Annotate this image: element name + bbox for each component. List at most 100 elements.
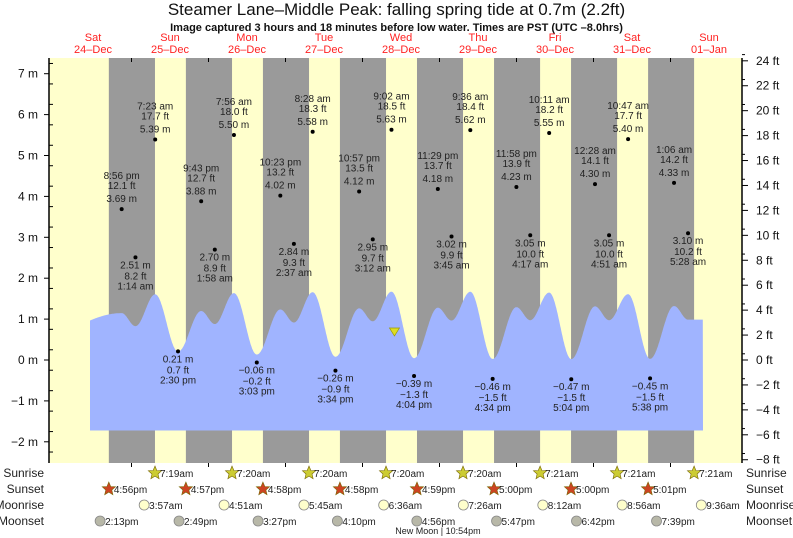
day-label-date: 28–Dec <box>382 44 420 56</box>
y-tick-label-ft: 24 ft <box>756 54 780 68</box>
sunset-icon <box>332 481 348 496</box>
extreme-time: 8:56 pm <box>104 171 140 182</box>
extreme-time: 8:28 am <box>295 94 331 105</box>
extreme-m: 3.05 m <box>515 238 546 249</box>
extreme-time: 7:23 am <box>137 102 173 113</box>
extreme-m: 5.62 m <box>455 115 486 126</box>
extreme-m: 2.70 m <box>200 253 231 264</box>
moonset-time: 4:10pm <box>342 517 375 528</box>
extreme-ft: 13.7 ft <box>424 161 452 172</box>
extreme-time: 3:03 pm <box>239 386 275 397</box>
moonrise-time: 9:36am <box>706 501 739 512</box>
extreme-ft: −1.5 ft <box>636 392 664 403</box>
row-label-left: Sunset <box>7 482 45 496</box>
extreme-m: 0.21 m <box>163 354 194 365</box>
extreme-time: 10:23 pm <box>259 158 301 169</box>
day-label-dow: Thu <box>469 32 488 44</box>
y-tick-label-ft: 10 ft <box>756 228 780 242</box>
extreme-ft: 9.3 ft <box>283 258 305 269</box>
day-label-dow: Mon <box>236 32 257 44</box>
y-tick-label-m: 6 m <box>18 108 38 122</box>
extreme-ft: 13.9 ft <box>502 159 530 170</box>
extreme-m: 2.84 m <box>279 247 310 258</box>
extreme-dot <box>626 137 631 142</box>
extreme-time: 1:58 am <box>197 274 233 285</box>
sunrise-time: 7:20am <box>314 469 347 480</box>
row-label-left: Moonset <box>0 514 45 528</box>
y-tick-label-m: −2 m <box>11 435 38 449</box>
moonset-icon <box>491 515 502 527</box>
sunset-time: 4:56pm <box>114 485 147 496</box>
moonset-time: 6:42pm <box>581 517 614 528</box>
moonrise-icon <box>218 499 230 511</box>
extreme-m: 5.63 m <box>376 115 407 126</box>
extreme-dot <box>357 189 362 194</box>
extreme-m: −0.26 m <box>317 374 353 385</box>
sunset-time: 4:58pm <box>345 485 378 496</box>
y-tick-label-ft: 12 ft <box>756 203 780 217</box>
sunset-time: 4:59pm <box>422 485 455 496</box>
extreme-dot <box>119 207 124 212</box>
extreme-ft: 8.9 ft <box>204 264 226 275</box>
moonset-time: 4:56pm <box>422 517 455 528</box>
moonset-icon <box>94 515 106 527</box>
extreme-time: 10:11 am <box>529 95 570 106</box>
extreme-ft: −1.5 ft <box>479 393 507 404</box>
extreme-ft: −0.9 ft <box>321 385 349 396</box>
extreme-time: 9:43 pm <box>183 163 219 174</box>
y-tick-label-ft: −6 ft <box>756 428 780 442</box>
extreme-time: 10:57 pm <box>338 153 380 164</box>
extreme-time: 4:51 am <box>591 259 627 270</box>
y-tick-label-ft: 22 ft <box>756 79 780 93</box>
extreme-ft: 14.1 ft <box>581 156 609 167</box>
y-tick-label-m: 7 m <box>18 67 38 81</box>
extreme-ft: 17.7 ft <box>141 112 169 123</box>
extreme-dot <box>291 241 296 246</box>
sunset-icon <box>409 481 425 496</box>
extreme-ft: 10.0 ft <box>595 249 623 260</box>
extreme-dot <box>176 349 181 354</box>
day-label-date: 31–Dec <box>613 44 651 56</box>
extreme-ft: −0.2 ft <box>243 376 271 387</box>
extreme-time: 4:04 pm <box>396 400 432 411</box>
extreme-ft: 14.2 ft <box>660 155 688 166</box>
sunset-icon <box>563 481 579 496</box>
extreme-dot <box>514 184 519 189</box>
extreme-ft: 12.1 ft <box>108 181 136 192</box>
extreme-m: 3.05 m <box>594 238 625 249</box>
extreme-time: 9:36 am <box>452 92 488 103</box>
extreme-dot <box>389 127 394 132</box>
extreme-dot <box>435 187 440 192</box>
sunset-time: 4:57pm <box>191 485 224 496</box>
row-label-left: Sunrise <box>3 466 44 480</box>
extreme-time: 4:34 pm <box>475 403 511 414</box>
y-tick-label-ft: 0 ft <box>756 353 773 367</box>
sunrise-icon <box>301 465 317 480</box>
extreme-ft: 18.4 ft <box>456 102 484 113</box>
moonset-time: 2:49pm <box>184 517 217 528</box>
row-label-right: Sunset <box>746 482 784 496</box>
y-tick-label-m: 2 m <box>18 271 38 285</box>
extreme-m: 4.18 m <box>423 174 454 185</box>
sunrise-icon <box>147 465 163 480</box>
sunset-time: 5:00pm <box>499 485 532 496</box>
moonset-time: 2:13pm <box>105 517 138 528</box>
sunset-time: 4:58pm <box>268 485 301 496</box>
extreme-m: −0.39 m <box>396 379 432 390</box>
moonrise-time: 8:12am <box>548 501 581 512</box>
moonset-icon <box>411 515 423 527</box>
extreme-m: −0.45 m <box>632 381 668 392</box>
row-label-right: Sunrise <box>746 466 787 480</box>
y-tick-label-m: 0 m <box>18 353 38 367</box>
moonrise-icon <box>138 499 150 511</box>
extreme-dot <box>648 376 653 381</box>
extreme-dot <box>449 234 454 239</box>
extreme-m: 3.10 m <box>673 236 704 247</box>
moonrise-icon <box>378 499 390 511</box>
day-label-dow: Sun <box>160 32 180 44</box>
extreme-m: −0.06 m <box>239 365 275 376</box>
y-tick-label-ft: 6 ft <box>756 278 773 292</box>
y-tick-label-ft: 20 ft <box>756 104 780 118</box>
